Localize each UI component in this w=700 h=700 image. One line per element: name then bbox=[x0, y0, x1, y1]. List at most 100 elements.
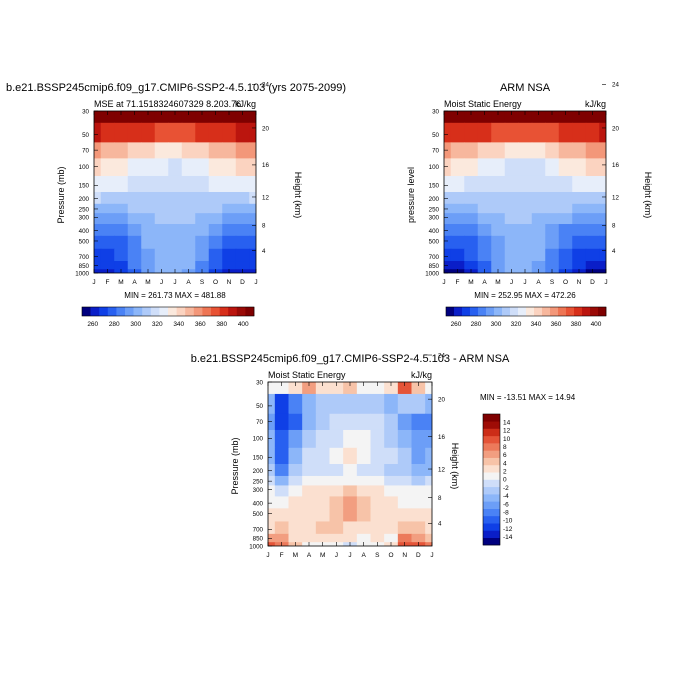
obs-field-cell bbox=[477, 248, 492, 262]
diff-colorbar-label: -14 bbox=[503, 534, 513, 541]
diff-field-cell bbox=[288, 485, 303, 497]
model-field-cell bbox=[154, 261, 169, 270]
model-colorbar-swatch bbox=[185, 307, 195, 316]
obs-field-cell bbox=[477, 175, 492, 193]
model-x-tick-label: M bbox=[145, 279, 150, 286]
obs-field-cell bbox=[477, 261, 492, 270]
model-field-cell bbox=[94, 142, 102, 159]
diff-y-tick-label: 400 bbox=[253, 500, 264, 507]
diff-y-tick-label: 850 bbox=[253, 536, 264, 543]
diff-y-tick-label: 200 bbox=[253, 468, 264, 475]
model-panel: b.e21.BSSP245cmip6.f09_g17.CMIP6-SSP2-4.… bbox=[6, 82, 346, 328]
model-y-axis-label-right: Height (km) bbox=[293, 172, 303, 219]
model-colorbar-label: 360 bbox=[195, 321, 206, 328]
model-y-axis-label: Pressure (mb) bbox=[56, 166, 66, 223]
model-field-cell bbox=[94, 122, 102, 143]
diff-plot-area: J F M A M J J A S O N D J 30 50 70 100 150 200 250 300 400 500… bbox=[249, 352, 445, 559]
diff-colorbar-label: -12 bbox=[503, 526, 513, 533]
obs-colorbar-swatch bbox=[582, 307, 591, 316]
model-y-tick-label-right: 16 bbox=[262, 162, 269, 169]
obs-field-cell bbox=[444, 192, 452, 205]
diff-colorbar-label: -6 bbox=[503, 501, 509, 508]
diff-field-cell bbox=[288, 447, 303, 465]
model-colorbar-swatch bbox=[90, 307, 100, 316]
model-field-cell bbox=[141, 142, 156, 159]
model-field-cell bbox=[249, 158, 256, 177]
obs-colorbar-swatch bbox=[486, 307, 495, 316]
model-field-cell bbox=[154, 248, 169, 262]
model-field-cell bbox=[208, 142, 223, 159]
diff-field-cell bbox=[397, 429, 412, 449]
diff-field-cell bbox=[384, 393, 399, 415]
obs-field-cell bbox=[599, 192, 606, 205]
obs-field-cell bbox=[450, 111, 465, 124]
obs-y-tick-label: 700 bbox=[429, 254, 440, 261]
obs-field-cell bbox=[450, 248, 465, 262]
diff-field-cell bbox=[411, 447, 426, 465]
model-field-cell bbox=[235, 122, 250, 143]
model-field-cell bbox=[235, 111, 250, 124]
model-field-cell bbox=[127, 213, 142, 225]
obs-field-cell bbox=[491, 192, 506, 205]
diff-field-cell bbox=[425, 413, 432, 431]
obs-colorbar-swatch bbox=[470, 307, 479, 316]
model-field-cell bbox=[249, 248, 256, 262]
diff-field-cell bbox=[343, 429, 358, 449]
diff-field-cell bbox=[274, 508, 289, 522]
model-colorbar-swatch bbox=[219, 307, 229, 316]
obs-field-cell bbox=[504, 111, 519, 124]
diff-field-cell bbox=[397, 496, 412, 509]
obs-colorbar-label: 380 bbox=[571, 321, 582, 328]
obs-field-cell bbox=[450, 175, 465, 193]
diff-x-tick-label: M bbox=[293, 552, 298, 559]
diff-field-cell bbox=[315, 464, 330, 477]
diff-field-cell bbox=[370, 429, 385, 449]
model-field-cell bbox=[208, 111, 223, 124]
diff-field-cell bbox=[343, 496, 358, 509]
obs-field-cell bbox=[450, 158, 465, 177]
diff-y-tick-label: 70 bbox=[256, 419, 263, 426]
model-colorbar-label: 260 bbox=[87, 321, 98, 328]
obs-field-cell bbox=[572, 158, 587, 177]
model-field-cell bbox=[154, 203, 169, 214]
diff-field-cell bbox=[288, 393, 303, 415]
diff-field-cell bbox=[302, 464, 317, 477]
model-field-cell bbox=[222, 224, 237, 237]
model-subtitle-left: MSE at 71.1518324607329 8.203.76 bbox=[94, 99, 241, 109]
diff-field-cell bbox=[384, 447, 399, 465]
diff-colorbar-swatch bbox=[483, 494, 500, 502]
diff-field-cell bbox=[343, 533, 358, 543]
model-field-cell bbox=[235, 248, 250, 262]
model-colorbar: 260 280 300 320 340 360 380 400 bbox=[81, 306, 255, 328]
obs-field-cell bbox=[585, 203, 600, 214]
diff-colorbar-swatch bbox=[483, 515, 500, 524]
obs-field-cell bbox=[450, 142, 465, 159]
obs-field-cell bbox=[504, 203, 519, 214]
obs-field-cell bbox=[558, 248, 573, 262]
obs-field-cell bbox=[518, 261, 533, 270]
diff-field-cell bbox=[411, 485, 426, 497]
model-field-cell bbox=[181, 122, 196, 143]
obs-field-cell bbox=[518, 235, 533, 250]
obs-field-cell bbox=[518, 175, 533, 193]
diff-field-cell bbox=[425, 496, 432, 509]
model-field-cell bbox=[114, 261, 129, 270]
model-field-cell bbox=[168, 213, 183, 225]
obs-field-cell bbox=[545, 111, 560, 124]
diff-field-cell bbox=[397, 413, 412, 431]
diff-field-cell bbox=[384, 475, 399, 486]
diff-field-cell bbox=[384, 521, 399, 535]
diff-y-tick-label-right: 24 bbox=[438, 352, 445, 359]
model-field-cell bbox=[181, 235, 196, 250]
obs-field-cell bbox=[450, 203, 465, 214]
obs-field-cell bbox=[518, 224, 533, 237]
diff-y-tick-label-right: 16 bbox=[438, 434, 445, 441]
model-x-tick-label: J bbox=[92, 279, 95, 286]
model-field-cell bbox=[100, 122, 115, 143]
obs-field-cell bbox=[531, 213, 546, 225]
obs-field-cell bbox=[558, 261, 573, 270]
diff-field-cell bbox=[274, 485, 289, 497]
model-field-cell bbox=[168, 192, 183, 205]
obs-y-tick-label: 70 bbox=[432, 147, 439, 154]
diff-colorbar-label: 8 bbox=[503, 444, 507, 451]
